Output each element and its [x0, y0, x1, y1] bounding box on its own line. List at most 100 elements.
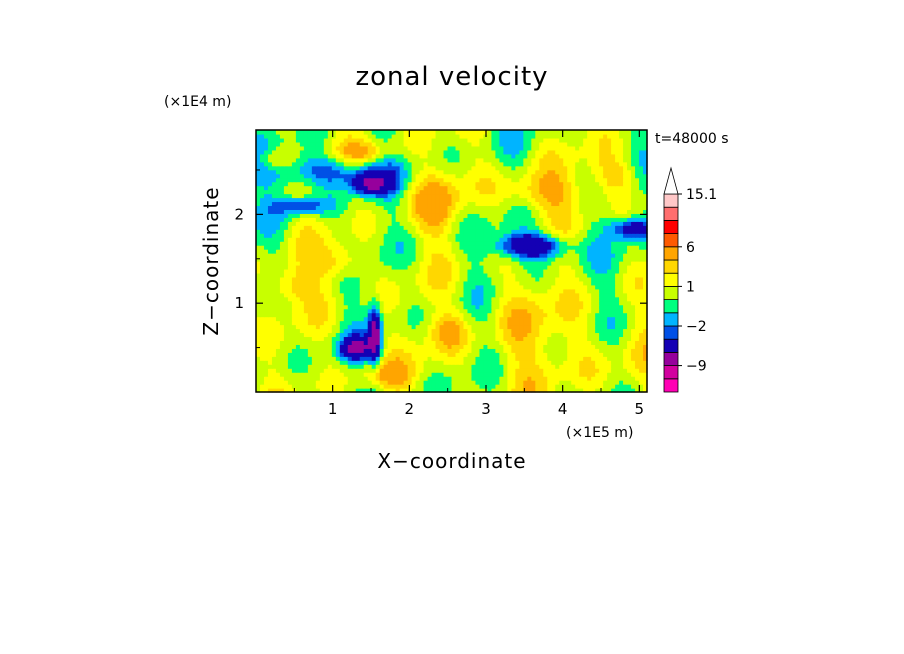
heatmap-cell: [367, 384, 373, 389]
heatmap-cell: [611, 304, 616, 310]
heatmap-cell: [587, 253, 592, 258]
heatmap-cell: [275, 376, 281, 381]
heatmap-cell: [523, 324, 528, 330]
heatmap-cell: [639, 356, 644, 361]
heatmap-cell: [575, 257, 580, 262]
heatmap-cell: [623, 189, 628, 195]
heatmap-cell: [471, 348, 477, 353]
heatmap-cell: [615, 272, 620, 278]
heatmap-cell: [519, 205, 524, 210]
heatmap-cell: [499, 352, 504, 357]
heatmap-cell: [519, 229, 524, 234]
heatmap-cell: [435, 352, 441, 357]
heatmap-cell: [479, 360, 485, 365]
heatmap-cell: [583, 376, 588, 381]
heatmap-cell: [519, 324, 524, 330]
heatmap-cell: [303, 225, 309, 230]
heatmap-cell: [343, 388, 349, 393]
heatmap-cell: [431, 372, 437, 377]
heatmap-cell: [256, 336, 261, 341]
heatmap-cell: [367, 388, 373, 393]
heatmap-cell: [375, 312, 381, 318]
heatmap-cell: [571, 348, 576, 353]
heatmap-cell: [431, 340, 437, 345]
heatmap-cell: [415, 193, 421, 199]
heatmap-cell: [499, 225, 504, 230]
heatmap-cell: [563, 257, 568, 262]
heatmap-cell: [499, 364, 504, 369]
heatmap-cell: [435, 300, 441, 306]
heatmap-cell: [463, 288, 469, 294]
heatmap-cell: [523, 237, 528, 242]
heatmap-cell: [435, 264, 441, 270]
heatmap-cell: [275, 288, 281, 294]
heatmap-cell: [439, 245, 445, 250]
heatmap-cell: [483, 261, 489, 266]
heatmap-cell: [531, 388, 536, 393]
heatmap-cell: [435, 380, 441, 385]
heatmap-cell: [579, 324, 584, 330]
heatmap-cell: [591, 340, 596, 345]
heatmap-cell: [643, 328, 648, 334]
heatmap-cell: [375, 245, 381, 250]
heatmap-cell: [555, 292, 560, 298]
heatmap-cell: [495, 348, 500, 353]
heatmap-cell: [439, 316, 445, 322]
heatmap-cell: [335, 352, 341, 357]
heatmap-cell: [491, 209, 496, 214]
heatmap-cell: [523, 280, 528, 286]
heatmap-cell: [383, 348, 389, 353]
heatmap-cell: [563, 300, 568, 306]
heatmap-cell: [483, 213, 489, 218]
heatmap-cell: [271, 296, 277, 302]
heatmap-cell: [407, 348, 413, 353]
heatmap-cell: [419, 336, 425, 341]
heatmap-cell: [343, 308, 349, 314]
heatmap-cell: [611, 221, 616, 226]
heatmap-cell: [607, 253, 612, 258]
heatmap-cell: [347, 356, 353, 361]
heatmap-cell: [599, 352, 604, 357]
heatmap-cell: [371, 356, 377, 361]
heatmap-cell: [263, 300, 269, 306]
heatmap-cell: [287, 193, 293, 199]
heatmap-cell: [527, 300, 532, 306]
heatmap-cell: [495, 237, 500, 242]
heatmap-cell: [491, 245, 496, 250]
heatmap-cell: [503, 360, 508, 365]
heatmap-cell: [643, 268, 648, 274]
heatmap-cell: [419, 213, 425, 218]
heatmap-cell: [423, 229, 429, 234]
heatmap-cell: [431, 237, 437, 242]
heatmap-cell: [447, 280, 453, 286]
heatmap-cell: [311, 288, 317, 294]
heatmap-cell: [531, 340, 536, 345]
heatmap-cell: [411, 284, 417, 290]
heatmap-cell: [419, 372, 425, 377]
heatmap-cell: [359, 217, 365, 222]
heatmap-cell: [515, 284, 520, 290]
heatmap-cell: [275, 217, 281, 222]
heatmap-cell: [407, 368, 413, 373]
heatmap-cell: [527, 312, 532, 318]
heatmap-cell: [631, 264, 636, 270]
heatmap-cell: [299, 372, 305, 377]
heatmap-cell: [363, 233, 369, 238]
heatmap-cell: [487, 332, 492, 338]
heatmap-cell: [587, 352, 592, 357]
heatmap-cell: [271, 332, 277, 338]
heatmap-cell: [399, 268, 405, 274]
heatmap-cell: [291, 300, 297, 306]
heatmap-cell: [339, 193, 345, 199]
heatmap-cell: [363, 368, 369, 373]
heatmap-cell: [483, 368, 489, 373]
heatmap-cell: [359, 213, 365, 218]
heatmap-cell: [455, 316, 461, 322]
heatmap-cell: [631, 308, 636, 314]
heatmap-cell: [471, 308, 477, 314]
heatmap-cell: [295, 284, 301, 290]
heatmap-cell: [531, 372, 536, 377]
heatmap-cell: [619, 324, 624, 330]
heatmap-cell: [287, 324, 293, 330]
heatmap-cell: [375, 372, 381, 377]
